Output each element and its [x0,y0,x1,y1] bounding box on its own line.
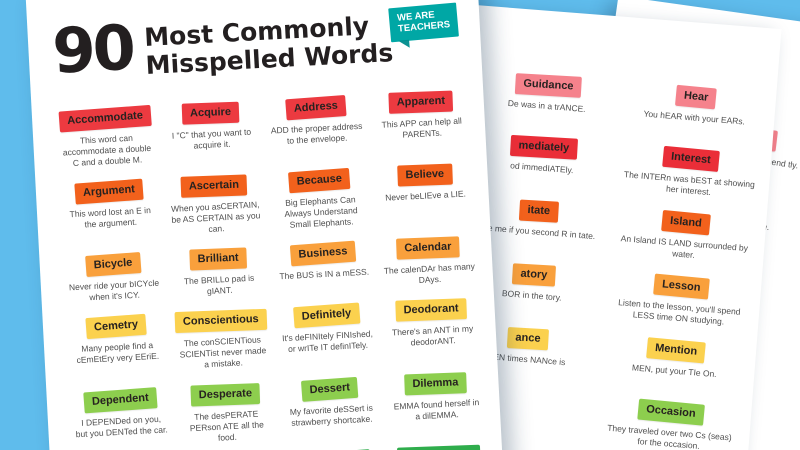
word-chip: Dependent [82,386,158,413]
word-card: Acquire I "C" that you want to acquire it… [161,100,262,164]
word-card: Desperate The desPERATE PERson ATE all th… [176,381,277,445]
word-tip: Never ride your bICYcle when it's ICY. [68,277,160,303]
word-chip: Desperate [190,382,261,407]
word-tip: Big Elephants Can Always Understand Smal… [284,194,358,230]
word-tip: I "C" that you want to acquire it. [171,126,252,151]
poster-title: Most Commonly Misspelled Words [144,11,394,79]
word-card: Conscientious The conSCIENTious SCIENTist… [172,308,273,372]
word-card: Guidance De was in a trANCE. [476,70,619,127]
word-chip: Apparent [388,90,454,114]
word-tip: Listen to the lesson, you'll spend LESS … [617,297,741,327]
word-tip: The INTERn was bEST at showing her inter… [623,169,756,198]
word-card: Hear You hEAR with your EARs. [623,81,766,138]
word-tip: My favorite deSSert is strawberry shortc… [289,402,374,428]
word-card: Calendar The calenDAr has many DAys. [379,235,480,288]
word-card: Interest The INTERn was bEST at showing h… [618,143,761,202]
word-tip: The calenDAr has many DAys. [383,261,476,286]
word-tip: I DEPENDed on you, but you DENTed the ca… [75,413,168,439]
front-page-card-grid: Accommodate This word can accommodate a d… [56,89,492,450]
word-tip: De was in a trANCE. [507,97,586,114]
word-chip: Believe [396,163,453,187]
word-chip: Island [661,210,711,236]
word-chip: Calendar [396,236,461,260]
word-card: Mention MEN, put your TIe On. [603,335,746,392]
word-chip: Definitely [292,302,360,329]
word-tip: It's deFINItely FINIshed, or wrITe IT de… [281,328,374,355]
word-card: mediately od immedIATEly. [471,131,614,190]
word-tip: ADD the proper address to the envelope. [270,120,363,146]
word-tip: The BUS is IN a mESS. [279,266,370,282]
poster-header: 90 Most Commonly Misspelled Words WE ARE… [51,1,468,99]
word-chip: Brilliant [189,247,247,271]
word-tip: When you asCERTAIN, be AS CERTAIN as you… [170,199,261,235]
word-card: Address ADD the proper address to the env… [266,95,367,159]
word-card: Argument This word lost an E in the argum… [60,178,161,243]
word-card: Deodorant There's an ANT in my deodorANT. [382,297,483,361]
word-tip: An Island IS LAND surrounded by water. [620,233,749,261]
word-card: Bicycle Never ride your bICYcle when it's… [63,252,164,305]
word-chip: Dilemma [404,371,467,395]
word-chip: Argument [74,178,144,205]
word-tip: They traveled over two Cs (seas) for the… [606,422,733,450]
word-tip: od immedIATEly. [509,160,574,176]
word-card: Definitely It's deFINItely FINIshed, or w… [277,302,378,367]
word-chip: Interest [662,145,720,172]
we-are-teachers-logo: WE ARE TEACHERS [387,2,459,43]
word-chip: Business [290,240,357,267]
word-chip: Mention [645,337,706,364]
word-card: Accommodate This word can accommodate a d… [56,104,157,170]
word-chip: Dessert [301,376,360,402]
word-tip: The BRILLo pad is gIANT. [183,272,255,297]
word-chip: Environment [397,444,482,450]
word-chip: ance [507,327,550,351]
word-chip: Occasion [637,398,705,426]
word-tip: There's an ANT in my deodorANT. [391,323,474,348]
word-card: Business The BUS is IN a mESS. [274,240,375,294]
title-number: 90 [50,10,135,88]
word-chip: Cemetry [85,314,147,340]
word-card: Dessert My favorite deSSert is strawberry… [281,376,382,440]
word-tip: The desPERATE PERson ATE all the food. [189,408,265,443]
word-chip: mediately [509,134,578,160]
word-chip: Guidance [514,73,582,98]
word-card: Dilemma EMMA found herself in a dilEMMA. [386,370,487,434]
word-chip: Because [288,168,351,194]
word-card: Cemetry Many people find a cEmEtEry very … [67,314,168,378]
word-chip: Hear [674,84,718,110]
word-tip: This word lost an E in the argument. [69,205,152,230]
word-chip: Lesson [652,273,710,300]
word-chip: atory [511,263,556,287]
word-card: Apparent This APP can help all PARENTs. [371,89,472,153]
word-card: Because Big Elephants Can Always Understa… [270,168,371,232]
word-tip: EMMA found herself in a dilEMMA. [393,396,480,421]
word-tip: Never beLIEve a LIE. [384,188,467,203]
word-tip: The conSCIENTious SCIENTist never made a… [179,334,267,370]
word-card: Ascertain When you asCERTAIN, be AS CERTA… [165,173,266,237]
word-chip: itate [518,199,559,223]
word-tip: This APP can help all PARENTs. [381,115,462,140]
word-card: Dependent I DEPENDed on you, but you DENT… [70,386,171,450]
word-chip: Address [284,95,347,121]
word-chip: Deodorant [395,298,468,323]
word-card: Believe Never beLIEve a LIE. [375,162,476,226]
word-card: Island An Island IS LAND surrounded by wa… [613,207,756,266]
poster-page-front: 90 Most Commonly Misspelled Words WE ARE… [25,0,507,450]
word-chip: Accommodate [58,104,152,133]
word-card: Brilliant The BRILLo pad is gIANT. [168,246,269,299]
word-chip: Ascertain [180,174,248,198]
word-chip: Bicycle [84,252,141,278]
word-chip: Conscientious [175,309,268,334]
word-card: EnvironmentI think a new envIRONMEnt wil… [390,443,492,450]
word-tip: You hEAR with your EARs. [643,108,746,127]
word-tip: Many people find a cEmEtEry very EEriE. [76,340,160,366]
word-tip: This word can accommodate a double C and… [62,132,152,169]
word-tip: MEN, put your TIe On. [631,362,718,380]
word-card: Lesson Listen to the lesson, you'll spend… [608,271,751,330]
word-card: Occasion They traveled over two Cs (seas)… [598,396,741,450]
word-chip: Acquire [181,101,240,125]
